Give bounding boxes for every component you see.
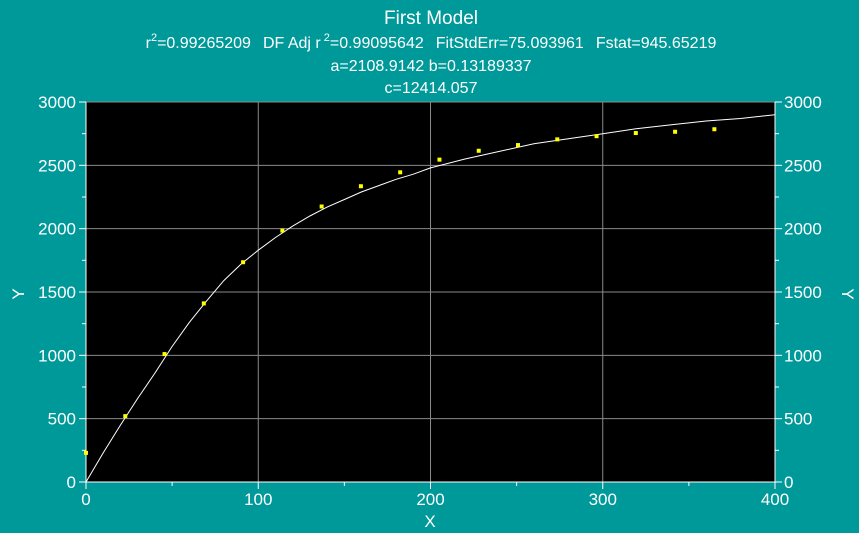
data-point [476, 148, 481, 153]
adj-r2-value: =0.99095642 [330, 35, 424, 52]
y-tick-label-right: 1500 [784, 283, 822, 302]
chart-params-line-2: c=12414.057 [385, 80, 478, 97]
fit-curve-layer [85, 114, 776, 483]
y-tick-label-right: 3000 [784, 93, 822, 112]
data-point [633, 131, 638, 136]
y-tick-label-left: 500 [48, 410, 76, 429]
y-tick-label-left: 2500 [38, 156, 76, 175]
y-tick-label-right: 1000 [784, 346, 822, 365]
y-tick-label-right: 500 [784, 410, 812, 429]
y-tick-label-left: 1500 [38, 283, 76, 302]
adj-r2-prefix: DF Adj r [263, 35, 321, 52]
chart-stats-line: r2=0.99265209 DF Adj r 2=0.99095642 FitStdE… [146, 32, 717, 52]
fit-curve [85, 114, 776, 483]
r2-superscript: 2 [151, 32, 157, 44]
data-point [84, 450, 88, 455]
data-point [319, 204, 324, 209]
y-tick-label-left: 3000 [38, 93, 76, 112]
axes [79, 101, 782, 489]
y-tick-label-left: 2000 [38, 220, 76, 239]
r2-value: =0.99265209 [157, 35, 251, 52]
y-tick-label-left: 0 [67, 473, 76, 492]
data-point [516, 143, 521, 148]
data-point [280, 228, 285, 233]
x-tick-label: 400 [761, 490, 789, 509]
data-point [241, 260, 246, 265]
adj-r2-superscript: 2 [324, 32, 330, 44]
y-axis-label-left: Y [9, 288, 28, 299]
r2-prefix: r [146, 35, 152, 52]
data-point [123, 414, 128, 419]
data-point [162, 352, 167, 357]
y-tick-label-right: 2500 [784, 156, 822, 175]
x-tick-label: 0 [81, 490, 90, 509]
y-tick-label-right: 0 [784, 473, 793, 492]
data-point [358, 184, 363, 189]
data-point [398, 170, 403, 175]
x-tick-label: 300 [589, 490, 617, 509]
data-point [712, 127, 717, 132]
y-tick-label-left: 1000 [38, 346, 76, 365]
x-tick-label: 100 [244, 490, 272, 509]
fit-std-err: FitStdErr=75.093961 [436, 35, 584, 52]
y-axis-label-right: Y [838, 288, 857, 299]
y-tick-label-right: 2000 [784, 220, 822, 239]
data-point [201, 301, 206, 306]
data-point [673, 129, 678, 134]
f-stat: Fstat=945.65219 [596, 35, 717, 52]
data-point [437, 157, 442, 162]
data-points-layer [84, 127, 717, 455]
data-point [594, 134, 599, 139]
data-point [555, 137, 560, 142]
x-axis-label: X [424, 512, 435, 531]
chart-params-line-1: a=2108.9142 b=0.13189337 [330, 58, 531, 75]
x-tick-label: 200 [416, 490, 444, 509]
chart-title: First Model [384, 8, 478, 29]
